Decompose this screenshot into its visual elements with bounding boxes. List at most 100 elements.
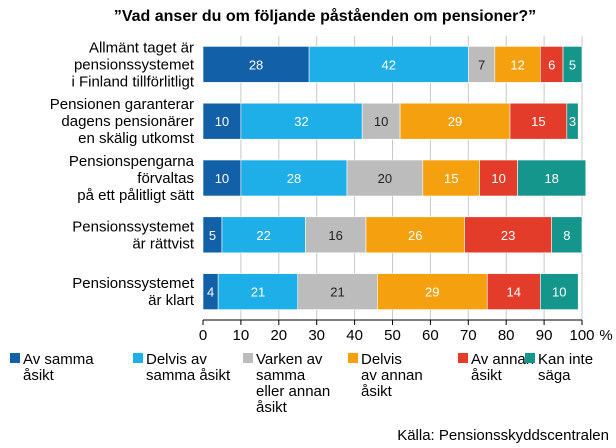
x-tick-label: 70 [460,327,477,344]
category-label: Pensionen garanterar [50,96,194,113]
x-tick-label: 50 [384,327,401,344]
x-tick-label: 40 [346,327,363,344]
x-tick-label: 80 [498,327,515,344]
data-label: 23 [501,228,515,243]
data-label: 14 [507,285,521,300]
legend-swatch [133,353,143,363]
legend-label: åsikt [361,383,393,400]
legend-label: åsikt [23,367,55,384]
x-tick-label: 0 [199,327,207,344]
data-label: 12 [510,57,524,72]
data-label: 10 [215,114,229,129]
data-label: 16 [328,228,342,243]
x-axis: 0 10 20 30 40 50 60 70 80 90 100% [199,319,613,344]
x-tick-label: 20 [270,327,287,344]
legend-label: säga [538,367,571,384]
legend-label: åsikt [471,367,503,384]
legend-swatch [525,353,535,363]
legend-label: av annan [361,367,423,384]
data-label: 6 [548,57,555,72]
x-tick-label: 60 [422,327,439,344]
bar-segment [308,46,469,83]
bar-segment [566,102,579,140]
bar-segment [346,159,424,197]
data-label: 28 [249,57,263,72]
data-label: 8 [563,228,570,243]
bar-segment [240,159,348,197]
category-label: i Finland tillförlitligt [71,73,194,90]
category-label: Allmänt taget är [89,39,194,56]
x-unit-label: % [599,327,612,344]
data-label: 22 [256,228,270,243]
data-label: 29 [448,114,462,129]
data-label: 28 [287,171,301,186]
bar-segment [464,216,552,254]
data-label: 15 [444,171,458,186]
bar-segment [297,273,378,310]
legend-label: eller annan [256,383,330,400]
legend-label: Varken av [256,351,323,368]
bar-segment [377,273,488,310]
bar-segment [540,273,579,310]
category-label: Pensionssystemet [72,218,195,235]
legend-label: samma åsikt [146,367,231,384]
category-label: på ett pålitligt sätt [77,187,195,204]
category-label: dagens pensionärer [61,113,194,130]
bar-segment [467,46,496,83]
category-label: förvaltas [137,170,194,187]
legend-swatch [243,353,253,363]
data-label: 5 [209,228,216,243]
data-label: 7 [478,57,485,72]
category-label: är klart [148,292,195,309]
x-tick-label: 90 [536,327,553,344]
legend-label: Delvis av [146,351,207,368]
data-label: 21 [251,285,265,300]
bar-segment [221,216,306,254]
data-label: 26 [408,228,422,243]
category-label: Pensionssystemet [72,275,195,292]
data-label: 10 [215,171,229,186]
data-label: 5 [569,57,576,72]
category-label: pensionssystemet [74,56,195,73]
x-tick-label: 100 [569,327,594,344]
bar-segment [217,273,299,310]
bar-segment [494,46,541,83]
legend-label: Av samma [23,351,94,368]
data-label: 3 [569,114,576,129]
bar-segment [361,102,401,140]
category-label: en skälig utkomst [78,130,195,147]
source-note: Källa: Pensionsskyddscentralen [397,427,609,444]
bar-segment [422,159,480,197]
bar-segment [562,46,583,83]
x-tick-label: 10 [233,327,250,344]
bar-segment [551,216,583,254]
bar-segment [202,102,242,140]
category-label: Pensionspengarna [69,153,195,170]
data-label: 10 [491,171,505,186]
data-label: 10 [552,285,566,300]
bar-segment [517,159,587,197]
data-label: 42 [381,57,395,72]
data-label: 15 [531,114,545,129]
bar-segment [509,102,568,140]
x-tick-label: 30 [308,327,325,344]
data-label: 18 [544,171,558,186]
legend-label: samma [256,367,306,384]
legend-swatch [458,353,468,363]
bars: 28 42 7 12 6 510 32 10 29 15 310 28 20 15 10 185 22 16 26 2… [202,46,587,310]
bar-segment [365,216,465,254]
data-label: 10 [374,114,388,129]
legend-swatch [10,353,20,363]
legend-swatch [348,353,358,363]
category-label: är rättvist [132,235,195,252]
data-label: 32 [294,114,308,129]
legend-label: Delvis [361,351,402,368]
legend-label: Kan inte [538,351,593,368]
data-label: 29 [425,285,439,300]
data-label: 20 [378,171,392,186]
data-label: 4 [207,285,214,300]
data-label: 21 [330,285,344,300]
